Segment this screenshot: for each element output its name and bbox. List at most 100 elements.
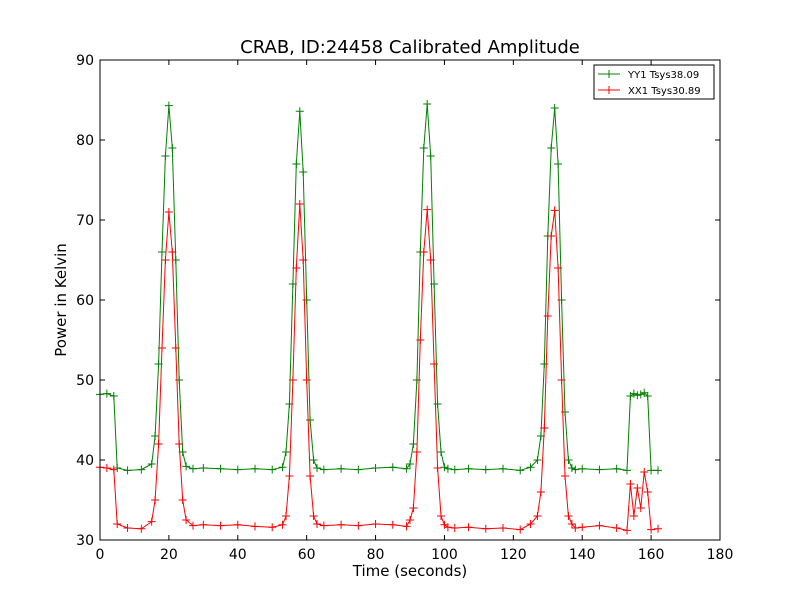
data-point bbox=[654, 466, 662, 475]
data-point bbox=[567, 520, 576, 528]
data-point bbox=[550, 104, 559, 112]
data-point bbox=[313, 464, 321, 472]
data-point bbox=[278, 463, 287, 472]
data-point bbox=[299, 256, 308, 264]
data-point bbox=[464, 523, 473, 532]
data-point bbox=[623, 526, 631, 535]
x-tick-label: 100 bbox=[431, 547, 458, 563]
data-point bbox=[251, 464, 259, 473]
data-point bbox=[302, 376, 311, 384]
data-point bbox=[158, 344, 166, 352]
data-point bbox=[643, 392, 652, 400]
data-point bbox=[402, 522, 411, 531]
data-point bbox=[450, 465, 459, 474]
series-line bbox=[99, 103, 658, 471]
data-point bbox=[578, 464, 587, 473]
data-point bbox=[189, 464, 197, 473]
data-point bbox=[123, 524, 132, 532]
data-point bbox=[137, 465, 146, 474]
data-point bbox=[182, 462, 191, 471]
data-point bbox=[633, 391, 642, 400]
data-point bbox=[633, 484, 642, 492]
data-point bbox=[430, 360, 439, 368]
data-point bbox=[168, 144, 177, 152]
data-point bbox=[295, 200, 304, 208]
data-point bbox=[595, 521, 604, 530]
data-point bbox=[629, 389, 638, 398]
legend-entry: YY1 Tsys38.09 bbox=[598, 70, 699, 81]
data-point bbox=[557, 376, 566, 384]
data-point bbox=[612, 464, 621, 473]
data-point bbox=[164, 101, 173, 110]
data-point bbox=[423, 205, 432, 214]
data-point bbox=[409, 504, 418, 512]
data-point bbox=[354, 521, 363, 530]
data-point bbox=[109, 465, 118, 474]
data-point bbox=[171, 256, 180, 264]
data-point bbox=[564, 456, 573, 464]
data-point bbox=[433, 400, 442, 408]
data-point bbox=[540, 424, 549, 432]
y-tick-label: 30 bbox=[76, 533, 94, 549]
series-0 bbox=[96, 100, 662, 475]
y-tick-label: 90 bbox=[76, 53, 94, 69]
data-point bbox=[416, 336, 425, 344]
data-point bbox=[292, 264, 301, 272]
data-point bbox=[233, 520, 242, 529]
data-point bbox=[561, 472, 569, 480]
data-point bbox=[319, 521, 328, 530]
data-point bbox=[554, 264, 563, 272]
data-point bbox=[571, 524, 580, 532]
legend-label: XX1 Tsys30.89 bbox=[628, 86, 701, 97]
data-point bbox=[319, 465, 328, 474]
plot-area bbox=[96, 100, 662, 535]
data-point bbox=[158, 248, 166, 256]
x-tick-label: 140 bbox=[569, 547, 596, 563]
data-point bbox=[636, 390, 645, 399]
data-point bbox=[161, 256, 170, 264]
data-point bbox=[388, 463, 397, 472]
data-point bbox=[554, 160, 563, 168]
data-point bbox=[113, 464, 122, 472]
data-point bbox=[654, 524, 662, 533]
data-point bbox=[306, 472, 315, 480]
data-point bbox=[292, 160, 301, 168]
legend-marker bbox=[605, 86, 613, 94]
data-point bbox=[450, 524, 459, 532]
data-point bbox=[640, 468, 649, 476]
data-point bbox=[406, 460, 414, 468]
data-point bbox=[388, 520, 397, 529]
data-point bbox=[437, 512, 445, 520]
data-point bbox=[426, 152, 435, 160]
data-point bbox=[216, 521, 225, 530]
data-point bbox=[137, 524, 146, 533]
legend-box bbox=[593, 64, 715, 100]
data-point bbox=[433, 464, 442, 472]
data-point bbox=[268, 465, 277, 474]
data-point bbox=[464, 464, 473, 473]
data-point bbox=[499, 464, 507, 473]
data-point bbox=[189, 521, 197, 530]
y-tick-label: 50 bbox=[76, 373, 94, 389]
data-point bbox=[533, 456, 542, 464]
data-point bbox=[171, 344, 180, 352]
data-point bbox=[419, 144, 428, 152]
data-point bbox=[629, 512, 638, 520]
data-point bbox=[306, 416, 315, 424]
x-tick-label: 40 bbox=[229, 547, 247, 563]
data-point bbox=[102, 389, 111, 398]
x-tick-label: 20 bbox=[160, 547, 178, 563]
data-point bbox=[540, 360, 549, 368]
axes-ticks: 0 20 40 60 80 100 120 140 160 180 30 40 50 60 70 80 90 bbox=[76, 53, 733, 563]
x-axis-label: Time (seconds) bbox=[352, 562, 468, 580]
data-point bbox=[337, 464, 346, 473]
data-point bbox=[233, 465, 242, 474]
data-point bbox=[113, 520, 122, 528]
data-point bbox=[147, 517, 156, 526]
data-point bbox=[409, 440, 418, 448]
data-point bbox=[640, 388, 649, 397]
legend-label: YY1 Tsys38.09 bbox=[627, 70, 699, 81]
legend-marker bbox=[605, 70, 613, 78]
data-point bbox=[547, 144, 556, 152]
